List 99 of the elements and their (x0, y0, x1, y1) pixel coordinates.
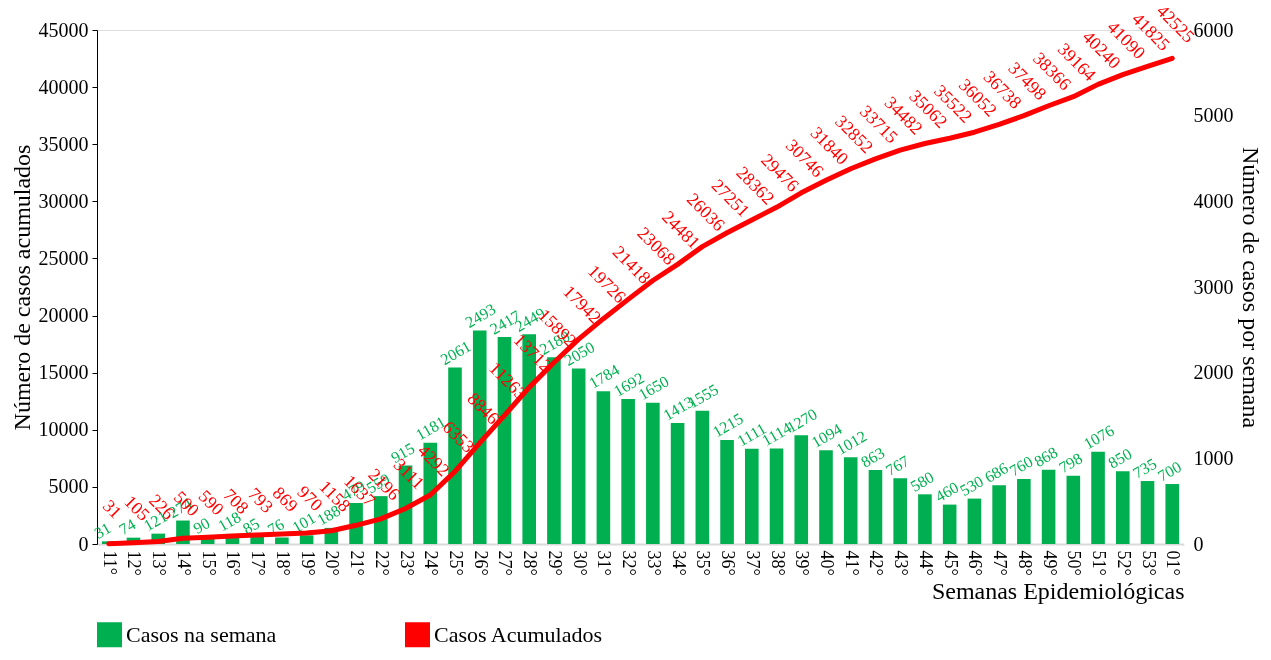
x-tick-label: 49° (1039, 550, 1060, 576)
bar (670, 422, 685, 544)
x-tick-label: 42° (866, 550, 887, 576)
x-tick-label: 31° (594, 550, 615, 576)
bar (942, 504, 957, 544)
y-tick-label: 5000 (48, 475, 89, 498)
y2-tick-label: 2000 (1193, 361, 1234, 384)
x-tick-label: 30° (569, 550, 590, 576)
x-tick-label: 27° (495, 550, 516, 576)
y-tick-label: 25000 (38, 246, 89, 269)
bar (1140, 481, 1155, 544)
x-tick-label: 26° (470, 550, 491, 576)
y2-tick-label: 3000 (1193, 275, 1234, 298)
x-tick-label: 38° (767, 550, 788, 576)
x-tick-label: 13° (149, 550, 170, 576)
x-tick-label: 50° (1064, 550, 1085, 576)
x-tick-label: 51° (1089, 550, 1110, 576)
y-axis-title: Número de casos acumulados (8, 144, 35, 431)
x-tick-label: 34° (668, 550, 689, 576)
y2-axis-title: Número de casos por semana (1237, 146, 1264, 429)
x-tick-label: 48° (1014, 550, 1035, 576)
bar (769, 448, 784, 544)
y-tick-label: 10000 (38, 418, 89, 441)
y-tick-label: 40000 (38, 75, 89, 98)
y2-tick-label: 5000 (1193, 104, 1234, 127)
x-tick-label: 23° (396, 550, 417, 576)
bar (843, 457, 858, 544)
x-tick-label: 24° (421, 550, 442, 576)
x-tick-label: 21° (347, 550, 368, 576)
x-tick-label: 47° (990, 550, 1011, 576)
x-tick-label: 17° (248, 550, 269, 576)
data-label: 1076 (1080, 421, 1117, 453)
y-tick-label: 30000 (38, 189, 89, 212)
x-tick-label: 18° (272, 550, 293, 576)
y-tick-label: 0 (78, 532, 89, 555)
bar (745, 448, 759, 544)
bar (299, 535, 314, 544)
bar (275, 537, 289, 544)
legend-label: Casos Acumulados (434, 621, 603, 647)
bar (250, 536, 264, 544)
bar (720, 439, 734, 544)
x-tick-label: 14° (173, 550, 194, 576)
bar (868, 470, 883, 544)
bar (621, 399, 635, 544)
x-tick-label: 28° (520, 550, 541, 576)
bar (918, 494, 932, 544)
bar (819, 450, 833, 544)
x-tick-label: 11° (99, 550, 120, 576)
bar (1165, 484, 1180, 544)
x-tick-label: 35° (693, 550, 714, 576)
y-tick-label: 35000 (38, 132, 89, 155)
x-tick-label: 53° (1138, 550, 1159, 576)
bar (571, 368, 586, 544)
x-tick-label: 19° (297, 550, 318, 576)
x-tick-label: 39° (792, 550, 813, 576)
y2-tick-label: 4000 (1193, 189, 1234, 212)
x-tick-label: 46° (965, 550, 986, 576)
x-tick-label: 01° (1163, 550, 1184, 576)
y2-tick-label: 0 (1193, 532, 1204, 555)
bar (1115, 471, 1130, 544)
data-label: 76 (264, 515, 287, 539)
data-label: 580 (907, 468, 937, 495)
x-tick-label: 45° (940, 550, 961, 576)
y2-tick-label: 6000 (1193, 18, 1234, 41)
bar (893, 478, 907, 544)
bar (1091, 451, 1105, 544)
x-tick-label: 52° (1113, 550, 1134, 576)
x-axis-title: Semanas Epidemiológicas (931, 577, 1185, 604)
x-tick-label: 22° (371, 550, 392, 576)
y2-tick-label: 1000 (1193, 446, 1234, 469)
x-tick-label: 15° (198, 550, 219, 576)
x-tick-label: 20° (322, 550, 343, 576)
x-tick-label: 40° (816, 550, 837, 576)
x-tick-label: 41° (841, 550, 862, 576)
legend-label: Casos na semana (126, 621, 277, 647)
bar (1066, 475, 1081, 544)
x-tick-label: 29° (544, 550, 565, 576)
y-tick-label: 20000 (38, 304, 89, 327)
data-label: 2061 (437, 337, 474, 368)
y-tick-label: 15000 (38, 361, 89, 384)
x-tick-label: 33° (643, 550, 664, 576)
x-tick-label: 12° (124, 550, 145, 576)
x-tick-label: 32° (619, 550, 640, 576)
x-tick-label: 36° (718, 550, 739, 576)
bar (794, 435, 809, 544)
bar (596, 391, 611, 544)
y-tick-label: 45000 (38, 18, 89, 41)
bar (695, 410, 710, 544)
x-tick-label: 44° (915, 550, 936, 576)
bar (646, 402, 660, 544)
bar (967, 498, 982, 544)
x-tick-label: 25° (446, 550, 467, 576)
bar (1017, 478, 1031, 544)
bar (992, 485, 1006, 544)
x-tick-label: 37° (742, 550, 763, 576)
x-tick-label: 16° (223, 550, 244, 576)
x-tick-label: 43° (891, 550, 912, 576)
bar (1041, 469, 1056, 544)
data-label: 90 (190, 514, 213, 537)
